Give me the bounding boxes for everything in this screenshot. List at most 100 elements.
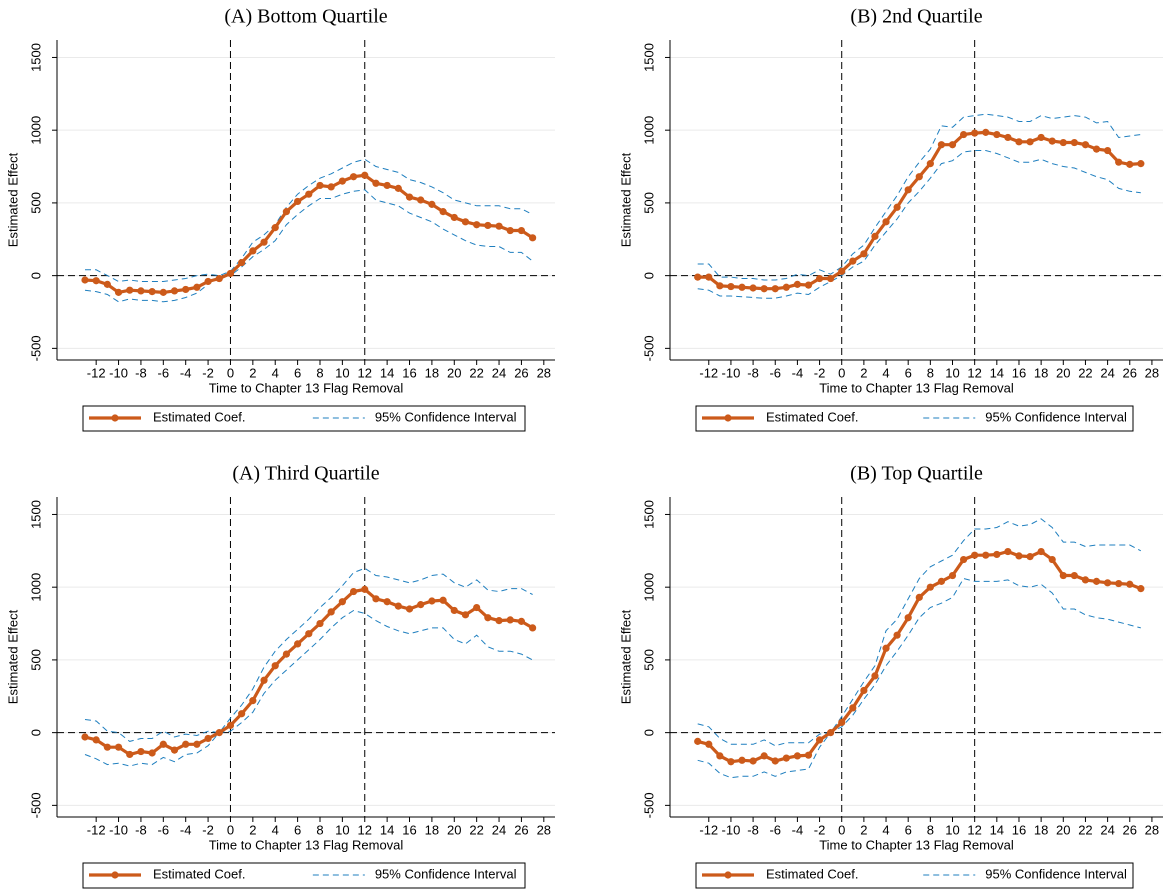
coef-marker bbox=[1059, 138, 1067, 147]
coef-marker bbox=[1026, 138, 1034, 146]
coef-marker bbox=[506, 226, 514, 235]
coef-marker bbox=[760, 752, 768, 760]
legend-marker bbox=[111, 871, 119, 879]
legend-box bbox=[82, 405, 526, 432]
x-tick-label: 16 bbox=[402, 822, 416, 837]
y-tick-label: 1500 bbox=[641, 43, 656, 72]
coef-marker bbox=[959, 130, 968, 139]
coef-marker bbox=[882, 218, 890, 226]
coef-marker bbox=[506, 616, 514, 624]
x-tick-label: -6 bbox=[769, 822, 781, 837]
coef-marker bbox=[405, 605, 414, 613]
coef-marker bbox=[760, 285, 768, 293]
x-tick-label: 16 bbox=[1012, 822, 1026, 837]
coef-marker bbox=[316, 181, 324, 190]
coef-marker bbox=[727, 758, 735, 766]
coef-marker bbox=[1092, 145, 1101, 153]
coef-marker bbox=[904, 614, 912, 622]
coef-marker bbox=[871, 232, 879, 240]
x-tick-label: 20 bbox=[447, 365, 461, 380]
coef-marker bbox=[159, 740, 167, 748]
x-tick-label: 18 bbox=[1034, 365, 1048, 380]
coef-marker bbox=[959, 555, 968, 564]
legend-label: Estimated Coef. bbox=[153, 409, 246, 424]
coef-marker bbox=[338, 177, 346, 185]
x-tick-label: -2 bbox=[814, 822, 826, 837]
coef-marker bbox=[749, 757, 757, 765]
coef-marker bbox=[982, 128, 990, 136]
coef-marker bbox=[338, 598, 346, 606]
coef-marker bbox=[749, 284, 757, 292]
panel-title: (A) Bottom Quartile bbox=[224, 6, 387, 28]
x-tick-label: 14 bbox=[990, 822, 1004, 837]
coef-marker bbox=[137, 287, 145, 295]
x-tick-label: 28 bbox=[1145, 822, 1159, 837]
coef-marker bbox=[305, 630, 313, 638]
coef-marker bbox=[327, 183, 335, 191]
coef-marker bbox=[249, 697, 257, 705]
x-tick-label: 6 bbox=[905, 365, 912, 380]
x-tick-label: -10 bbox=[109, 365, 128, 380]
coef-marker bbox=[727, 282, 735, 291]
coef-marker bbox=[204, 734, 212, 743]
coef-marker bbox=[405, 193, 414, 201]
coef-marker bbox=[461, 611, 470, 619]
x-tick-label: 2 bbox=[249, 365, 256, 380]
coef-marker bbox=[782, 754, 790, 762]
coef-marker bbox=[103, 743, 111, 751]
x-tick-label: -12 bbox=[699, 365, 718, 380]
x-tick-label: -10 bbox=[722, 365, 741, 380]
coef-marker bbox=[827, 729, 835, 737]
legend-label: Estimated Coef. bbox=[766, 409, 859, 424]
coef-line bbox=[697, 130, 1141, 291]
coef-marker bbox=[450, 606, 458, 615]
x-tick-label: 10 bbox=[335, 822, 349, 837]
x-tick-label: 26 bbox=[514, 365, 528, 380]
panel-title: (B) Top Quartile bbox=[850, 463, 983, 485]
coef-marker bbox=[1137, 160, 1145, 168]
y-tick-label: 500 bbox=[28, 649, 43, 671]
coef-marker bbox=[716, 752, 724, 760]
ci-line bbox=[84, 189, 533, 303]
y-axis-label: Estimated Effect bbox=[618, 152, 633, 247]
legend-label: 95% Confidence Interval bbox=[985, 409, 1127, 424]
y-tick-label: 500 bbox=[28, 192, 43, 214]
ci-line bbox=[84, 567, 533, 742]
coef-marker bbox=[126, 750, 134, 759]
coef-marker bbox=[1004, 133, 1012, 142]
coef-marker bbox=[1026, 553, 1034, 561]
legend-label: Estimated Coef. bbox=[766, 866, 859, 881]
coef-marker bbox=[804, 751, 813, 759]
coef-marker bbox=[361, 171, 369, 179]
x-tick-label: 12 bbox=[967, 822, 981, 837]
x-tick-label: 22 bbox=[1078, 822, 1092, 837]
coef-marker bbox=[271, 224, 279, 232]
coef-marker bbox=[705, 740, 713, 748]
coef-marker bbox=[1104, 579, 1112, 587]
coef-marker bbox=[417, 601, 425, 609]
legend-label: 95% Confidence Interval bbox=[375, 866, 517, 881]
x-axis-label: Time to Chapter 13 Flag Removal bbox=[209, 837, 404, 852]
coef-marker bbox=[882, 644, 890, 652]
coef-marker bbox=[1037, 547, 1045, 556]
coef-marker bbox=[103, 280, 111, 288]
coef-marker bbox=[793, 280, 802, 288]
coef-marker bbox=[327, 608, 335, 616]
x-tick-label: 14 bbox=[380, 822, 394, 837]
x-tick-label: -8 bbox=[747, 365, 759, 380]
panel: (B) 2nd Quartile -500 0 500 1000 1500 -12 -10 -8… bbox=[618, 6, 1163, 432]
coef-marker bbox=[182, 285, 190, 294]
coef-marker bbox=[815, 736, 824, 744]
coef-marker bbox=[294, 640, 302, 648]
coef-marker bbox=[804, 281, 813, 289]
x-tick-label: 8 bbox=[316, 822, 323, 837]
coef-marker bbox=[694, 273, 702, 281]
coef-marker bbox=[215, 729, 223, 737]
x-tick-label: 28 bbox=[537, 365, 551, 380]
coef-marker bbox=[915, 593, 923, 601]
coef-marker bbox=[871, 672, 879, 680]
y-tick-label: 0 bbox=[641, 272, 656, 279]
coef-marker bbox=[993, 130, 1001, 139]
legend-box bbox=[82, 862, 526, 889]
x-tick-label: 12 bbox=[967, 365, 981, 380]
